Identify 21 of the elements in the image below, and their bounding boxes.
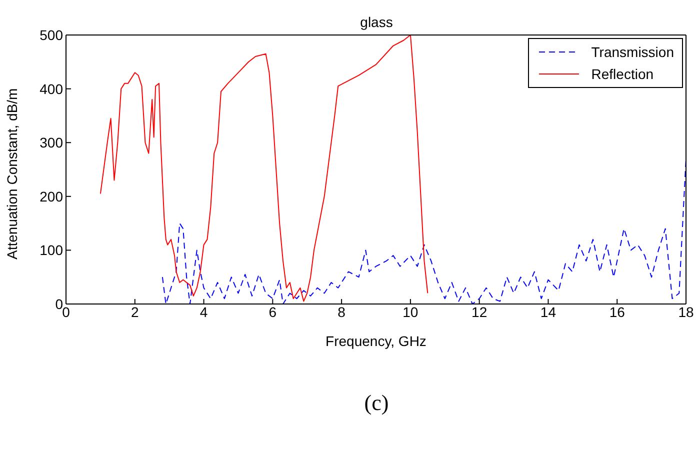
text: (c) bbox=[363, 390, 390, 416]
x-tick-label: 18 bbox=[678, 304, 694, 320]
x-tick-label: 14 bbox=[540, 304, 556, 320]
y-tick-label: 300 bbox=[40, 134, 64, 151]
x-tick-label: 10 bbox=[402, 304, 418, 320]
y-tick-label: 200 bbox=[40, 188, 64, 204]
y-axis-title: Attenuation Constant, dB/m bbox=[4, 88, 20, 260]
y-tick-label: 100 bbox=[40, 242, 64, 258]
x-tick-label: 12 bbox=[472, 304, 488, 320]
x-tick-label: 8 bbox=[338, 304, 346, 320]
x-tick-label: 16 bbox=[609, 304, 626, 320]
x-tick-label: 4 bbox=[200, 304, 208, 320]
legend-label: Reflection bbox=[591, 66, 654, 82]
x-tick-label: 2 bbox=[130, 304, 139, 320]
line-series bbox=[100, 35, 428, 302]
y-tick-label: 500 bbox=[40, 26, 64, 43]
x-axis-title: Frequency, GHz bbox=[326, 333, 426, 349]
legend-label: Transmission bbox=[591, 44, 674, 60]
chart-title: glass bbox=[359, 14, 394, 30]
x-tick-label: 6 bbox=[268, 304, 277, 320]
y-tick-label: 400 bbox=[40, 80, 64, 97]
